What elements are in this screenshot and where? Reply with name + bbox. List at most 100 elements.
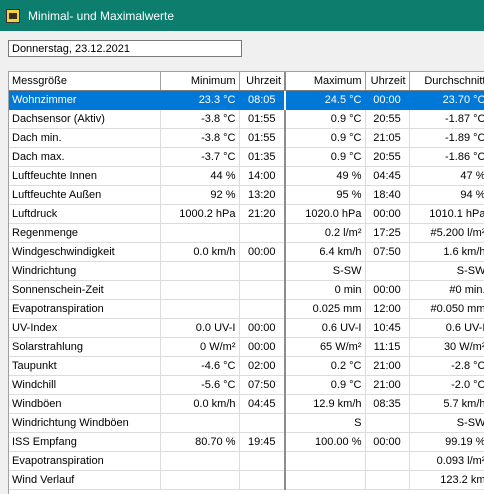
column-header-durchschnitt[interactable]: Durchschnitt [409, 72, 484, 91]
cell-min-time: 07:50 [239, 375, 286, 395]
cell-minimum: -3.8 °C [160, 109, 240, 129]
cell-minimum [160, 413, 240, 433]
cell-average: -1.86 °C [409, 147, 484, 167]
cell-max-time: 21:05 [365, 128, 410, 148]
cell-min-time: 00:00 [239, 318, 286, 338]
table-row[interactable]: Evapotranspiration 0.025 mm 12:00 #0.050 mm [9, 299, 484, 319]
cell-max-time [365, 470, 410, 490]
table-row[interactable]: Wohnzimmer 23.3 °C 08:05 24.5 °C 00:00 23.70 … [9, 90, 484, 110]
cell-minimum: 23.3 °C [160, 90, 240, 110]
cell-name: ISS Empfang [9, 432, 161, 452]
cell-min-time: 00:00 [239, 337, 286, 357]
cell-maximum: 0.2 °C [285, 356, 366, 376]
cell-max-time [365, 261, 410, 281]
cell-max-time: 12:00 [365, 299, 410, 319]
cell-maximum: 0.9 °C [285, 147, 366, 167]
cell-name: Sonnenschein-Zeit [9, 280, 161, 300]
cell-name: Luftdruck [9, 204, 161, 224]
table-row[interactable]: Solarstrahlung 0 W/m² 00:00 65 W/m² 11:15 30 … [9, 337, 484, 357]
cell-average: 1010.1 hPa [409, 204, 484, 224]
cell-maximum: 100.00 % [285, 432, 366, 452]
cell-max-time [365, 451, 410, 471]
table-row[interactable]: Evapotranspiration 0.093 l/m² [9, 451, 484, 471]
column-header-uhrzeit-max[interactable]: Uhrzeit [365, 72, 410, 91]
cell-name: Evapotranspiration [9, 451, 161, 471]
column-header-maximum[interactable]: Maximum [285, 72, 366, 91]
min-max-table[interactable]: Messgröße Minimum Uhrzeit Maximum Uhrzei… [8, 71, 484, 494]
cell-minimum: 1000.2 hPa [160, 204, 240, 224]
cell-minimum: 0.0 UV-I [160, 318, 240, 338]
cell-minimum [160, 299, 240, 319]
cell-name: Windchill [9, 375, 161, 395]
cell-min-time [239, 261, 286, 281]
table-row[interactable]: Taupunkt -4.6 °C 02:00 0.2 °C 21:00 -2.8 °C [9, 356, 484, 376]
cell-min-time: 14:00 [239, 166, 286, 186]
cell-name: Wind Verlauf [9, 470, 161, 490]
cell-name: Windböen [9, 394, 161, 414]
table-row[interactable]: Sonnenschein-Zeit 0 min 00:00 #0 min. [9, 280, 484, 300]
cell-minimum [160, 470, 240, 490]
table-row[interactable]: Luftfeuchte Außen 92 % 13:20 95 % 18:40 94 % [9, 185, 484, 205]
table-row[interactable]: Windchill -5.6 °C 07:50 0.9 °C 21:00 -2.0 °C [9, 375, 484, 395]
column-header-minimum[interactable]: Minimum [160, 72, 240, 91]
window-title: Minimal- und Maximalwerte [28, 8, 175, 23]
date-field[interactable]: Donnerstag, 23.12.2021 [8, 40, 242, 57]
cell-average: 47 % [409, 166, 484, 186]
table-row[interactable]: Wind Verlauf 123.2 km [9, 470, 484, 490]
table-row[interactable]: UV-Index 0.0 UV-I 00:00 0.6 UV-I 10:45 0.6 UV… [9, 318, 484, 338]
cell-maximum: 6.4 km/h [285, 242, 366, 262]
cell-max-time: 00:00 [365, 204, 410, 224]
table-row[interactable]: Windrichtung Windböen S S-SW [9, 413, 484, 433]
cell-maximum: 0.2 l/m² [285, 223, 366, 243]
table-row[interactable]: Dachsensor (Aktiv) -3.8 °C 01:55 0.9 °C 20:5… [9, 109, 484, 129]
cell-average: 1.6 km/h [409, 242, 484, 262]
cell-minimum [160, 223, 240, 243]
cell-minimum [160, 261, 240, 281]
cell-maximum: 0.9 °C [285, 128, 366, 148]
cell-average: #0 min. [409, 280, 484, 300]
cell-average: #5.200 l/m² [409, 223, 484, 243]
table-row[interactable]: Windböen 0.0 km/h 04:45 12.9 km/h 08:35 5.7 k… [9, 394, 484, 414]
cell-maximum: 0.6 UV-I [285, 318, 366, 338]
cell-minimum: -3.7 °C [160, 147, 240, 167]
cell-average: 99.19 % [409, 432, 484, 452]
cell-min-time: 01:55 [239, 128, 286, 148]
cell-max-time: 21:00 [365, 375, 410, 395]
cell-average: -2.0 °C [409, 375, 484, 395]
cell-min-time [239, 470, 286, 490]
cell-average: -2.8 °C [409, 356, 484, 376]
table-row[interactable]: Luftdruck 1000.2 hPa 21:20 1020.0 hPa 00:00 1… [9, 204, 484, 224]
cell-min-time [239, 413, 286, 433]
table-row[interactable]: Windgeschwindigkeit 0.0 km/h 00:00 6.4 km/h… [9, 242, 484, 262]
table-row[interactable]: Regenmenge 0.2 l/m² 17:25 #5.200 l/m² [9, 223, 484, 243]
cell-maximum: 12.9 km/h [285, 394, 366, 414]
cell-average: 0.093 l/m² [409, 451, 484, 471]
cell-name: Windgeschwindigkeit [9, 242, 161, 262]
cell-average: 30 W/m² [409, 337, 484, 357]
cell-average: S-SW [409, 261, 484, 281]
column-header-uhrzeit-min[interactable]: Uhrzeit [239, 72, 286, 91]
cell-maximum: 24.5 °C [285, 90, 366, 110]
table-header-row: Messgröße Minimum Uhrzeit Maximum Uhrzei… [9, 72, 484, 91]
table-row[interactable]: ISS Empfang 80.70 % 19:45 100.00 % 00:00 99.1… [9, 432, 484, 452]
cell-minimum [160, 280, 240, 300]
table-row[interactable]: Dach max. -3.7 °C 01:35 0.9 °C 20:55 -1.86 °C [9, 147, 484, 167]
table-row[interactable]: Dach min. -3.8 °C 01:55 0.9 °C 21:05 -1.89 °C [9, 128, 484, 148]
column-header-messgroesse[interactable]: Messgröße [9, 72, 161, 91]
cell-name: Dach max. [9, 147, 161, 167]
cell-name: Windrichtung [9, 261, 161, 281]
cell-max-time: 07:50 [365, 242, 410, 262]
cell-max-time: 18:40 [365, 185, 410, 205]
cell-average: #0.050 mm [409, 299, 484, 319]
table-row[interactable]: Windrichtung S-SW S-SW [9, 261, 484, 281]
cell-average: S-SW [409, 413, 484, 433]
cell-max-time: 17:25 [365, 223, 410, 243]
table-row[interactable]: Luftfeuchte Innen 44 % 14:00 49 % 04:45 47 % [9, 166, 484, 186]
cell-minimum [160, 451, 240, 471]
cell-maximum: 1020.0 hPa [285, 204, 366, 224]
cell-min-time: 21:20 [239, 204, 286, 224]
cell-name: UV-Index [9, 318, 161, 338]
cell-name: Solarstrahlung [9, 337, 161, 357]
cell-min-time: 08:05 [239, 90, 286, 110]
cell-name: Evapotranspiration [9, 299, 161, 319]
